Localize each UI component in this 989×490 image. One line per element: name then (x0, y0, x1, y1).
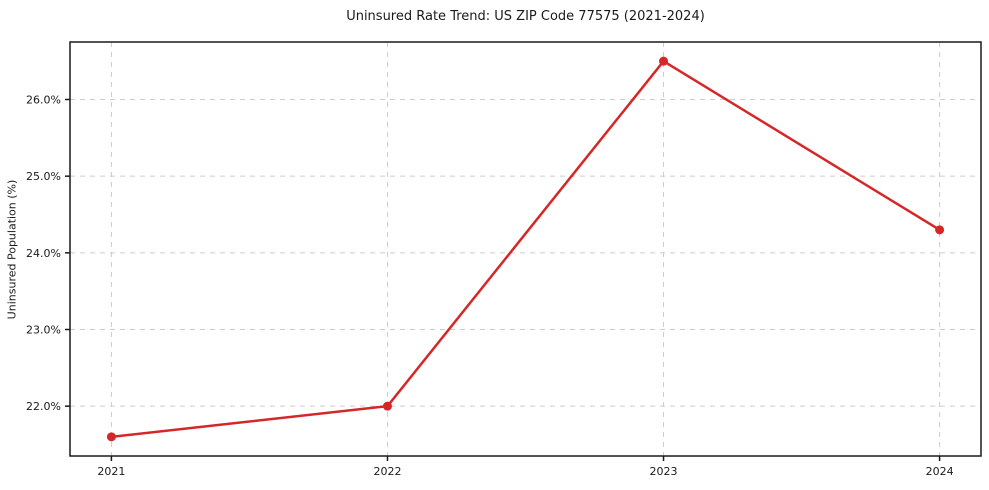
x-tick-label: 2023 (650, 465, 678, 478)
x-tick-label: 2024 (926, 465, 954, 478)
data-point-marker (935, 225, 945, 235)
y-tick-label: 22.0% (26, 400, 61, 413)
x-tick-label: 2022 (373, 465, 401, 478)
y-tick-label: 23.0% (26, 324, 61, 337)
trend-line (110, 59, 941, 439)
x-tick-label: 2021 (97, 465, 125, 478)
plot-border (69, 41, 982, 457)
data-point-marker (382, 401, 392, 411)
data-point-marker (659, 56, 669, 66)
chart-title: Uninsured Rate Trend: US ZIP Code 77575 … (346, 9, 705, 24)
y-tick-label: 26.0% (26, 94, 61, 107)
y-tick-label: 25.0% (26, 170, 61, 183)
y-tick-label: 24.0% (26, 247, 61, 260)
data-point-marker (106, 432, 116, 442)
